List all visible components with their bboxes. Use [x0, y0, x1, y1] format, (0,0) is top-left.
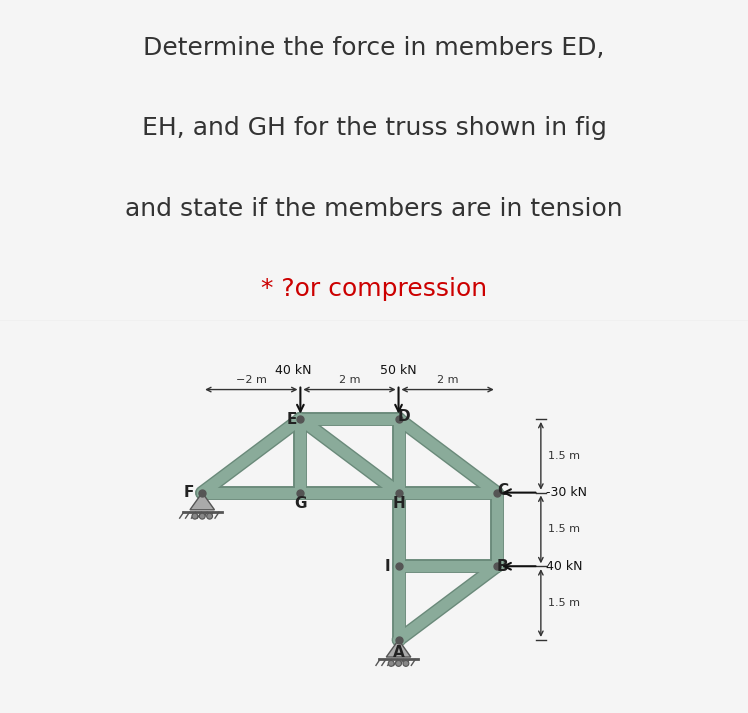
Text: D: D	[398, 409, 411, 424]
Text: I: I	[385, 559, 390, 574]
Polygon shape	[386, 640, 411, 657]
Text: -30 kN: -30 kN	[546, 486, 586, 499]
Text: and state if the members are in tension: and state if the members are in tension	[125, 197, 623, 220]
Text: 40 kN: 40 kN	[275, 364, 311, 377]
Circle shape	[199, 513, 205, 519]
Circle shape	[403, 660, 409, 667]
Text: 50 kN: 50 kN	[380, 364, 417, 377]
Text: 1.5 m: 1.5 m	[548, 525, 580, 535]
Text: EH, and GH for the truss shown in fig: EH, and GH for the truss shown in fig	[141, 116, 607, 140]
Text: A: A	[393, 645, 405, 660]
Text: * ?or compression: * ?or compression	[261, 277, 487, 301]
Text: G: G	[294, 496, 307, 511]
Polygon shape	[190, 493, 215, 510]
Text: 2 m: 2 m	[437, 374, 459, 384]
Circle shape	[396, 660, 402, 667]
Text: C: C	[497, 483, 508, 498]
Text: 2 m: 2 m	[339, 374, 361, 384]
Text: −2 m: −2 m	[236, 374, 267, 384]
Text: B: B	[497, 559, 509, 574]
Text: F: F	[183, 485, 194, 500]
Text: 1.5 m: 1.5 m	[548, 598, 580, 608]
Text: H: H	[392, 496, 405, 511]
Text: Determine the force in members ED,: Determine the force in members ED,	[144, 36, 604, 60]
Circle shape	[388, 660, 394, 667]
Text: E: E	[286, 411, 297, 426]
Text: 40 kN: 40 kN	[546, 560, 582, 573]
Circle shape	[206, 513, 212, 519]
Circle shape	[192, 513, 197, 519]
Text: 1.5 m: 1.5 m	[548, 451, 580, 461]
